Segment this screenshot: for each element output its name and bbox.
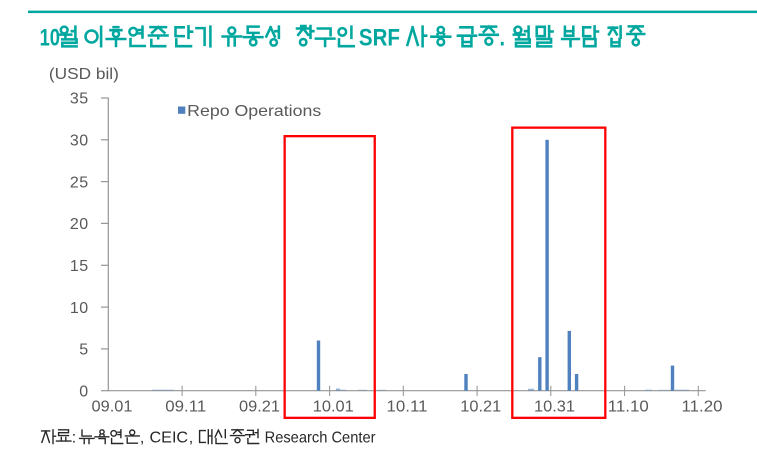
- svg-text:20: 20: [70, 216, 89, 233]
- svg-text:Repo Operations: Repo Operations: [187, 103, 321, 120]
- svg-text:0: 0: [79, 383, 88, 400]
- svg-text:11.10: 11.10: [608, 399, 649, 416]
- svg-text:09.11: 09.11: [165, 399, 206, 416]
- svg-text:(USD bil): (USD bil): [49, 66, 119, 83]
- svg-text:11.20: 11.20: [682, 399, 723, 416]
- svg-text:25: 25: [70, 174, 89, 191]
- svg-text:SRF: SRF: [359, 24, 400, 51]
- svg-text:5: 5: [79, 342, 88, 359]
- svg-text:09.21: 09.21: [239, 399, 280, 416]
- svg-text:30: 30: [70, 133, 89, 150]
- svg-text:CEIC: CEIC: [150, 430, 189, 447]
- svg-text:10: 10: [70, 300, 89, 317]
- svg-text:10.01: 10.01: [313, 399, 354, 416]
- svg-text:,: ,: [140, 430, 144, 447]
- svg-text:10: 10: [40, 24, 60, 51]
- svg-text:.: .: [500, 24, 506, 51]
- svg-text:09.01: 09.01: [91, 399, 132, 416]
- svg-text:15: 15: [70, 258, 89, 275]
- svg-text:10.11: 10.11: [387, 399, 428, 416]
- svg-text::: :: [72, 430, 76, 447]
- svg-text:10.21: 10.21: [460, 399, 501, 416]
- svg-text:,: ,: [189, 430, 193, 447]
- svg-text:10.31: 10.31: [534, 399, 575, 416]
- svg-text:35: 35: [70, 91, 89, 108]
- svg-text:Research Center: Research Center: [265, 430, 377, 447]
